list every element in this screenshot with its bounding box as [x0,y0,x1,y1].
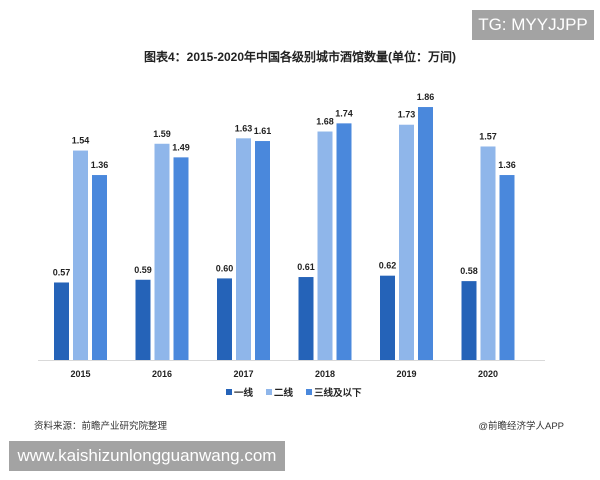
data-label: 1.63 [235,123,253,133]
data-label: 0.59 [134,265,152,275]
bar-2017-s1 [236,138,251,360]
data-label: 1.74 [335,108,353,118]
data-label: 0.62 [379,261,397,271]
legend-swatch-2 [306,389,312,395]
data-label: 1.57 [479,131,497,141]
x-tick-label: 2019 [396,369,416,379]
bar-2016-s1 [154,143,170,360]
bar-2015-s1 [73,150,88,360]
legend-label: 三线及以下 [314,387,362,399]
bar-2020-s0 [461,281,477,360]
bar-2019-s1 [399,124,414,360]
url-watermark-badge: www.kaishizunlongguanwang.com [9,441,285,471]
chart-title: 图表4：2015-2020年中国各级别城市酒馆数量(单位：万间) [143,50,457,64]
legend-swatch-0 [226,389,232,395]
x-tick-label: 2017 [233,369,253,379]
bar-2018-s0 [298,277,314,360]
data-label: 1.61 [254,126,272,136]
data-label: 0.60 [216,263,234,273]
bar-2016-s2 [173,157,189,360]
legend-label: 一线 [234,387,254,399]
data-label: 1.59 [153,129,171,139]
x-tick-label: 2020 [478,369,498,379]
legend-label: 二线 [274,387,294,399]
data-label: 1.86 [417,92,435,102]
data-label: 1.73 [398,110,416,120]
bar-2019-s2 [418,107,433,360]
credit-note: @前瞻经济学人APP [478,421,564,432]
bar-2018-s2 [336,123,352,360]
x-tick-label: 2015 [70,369,90,379]
x-tick-label: 2016 [152,369,172,379]
data-label: 1.54 [72,136,90,146]
bar-2020-s2 [499,175,515,360]
data-label: 1.36 [498,160,516,170]
bar-2015-s0 [54,282,69,360]
data-label: 1.68 [316,117,334,127]
data-label: 0.58 [460,266,478,276]
bar-2019-s0 [380,275,395,360]
bar-2017-s2 [255,141,270,360]
bar-2020-s1 [480,146,496,360]
data-label: 0.57 [53,267,71,277]
legend-swatch-1 [266,389,272,395]
bar-2016-s0 [135,279,151,360]
bar-2015-s2 [92,175,107,360]
data-label: 0.61 [297,262,315,272]
data-source-note: 资料来源：前瞻产业研究院整理 [34,421,168,432]
data-label: 1.49 [172,142,190,152]
tg-watermark-badge: TG: MYYJJPP [472,10,594,40]
bar-2017-s0 [217,278,232,360]
x-tick-label: 2018 [315,369,335,379]
bar-2018-s1 [317,131,333,360]
data-label: 1.36 [91,160,109,170]
